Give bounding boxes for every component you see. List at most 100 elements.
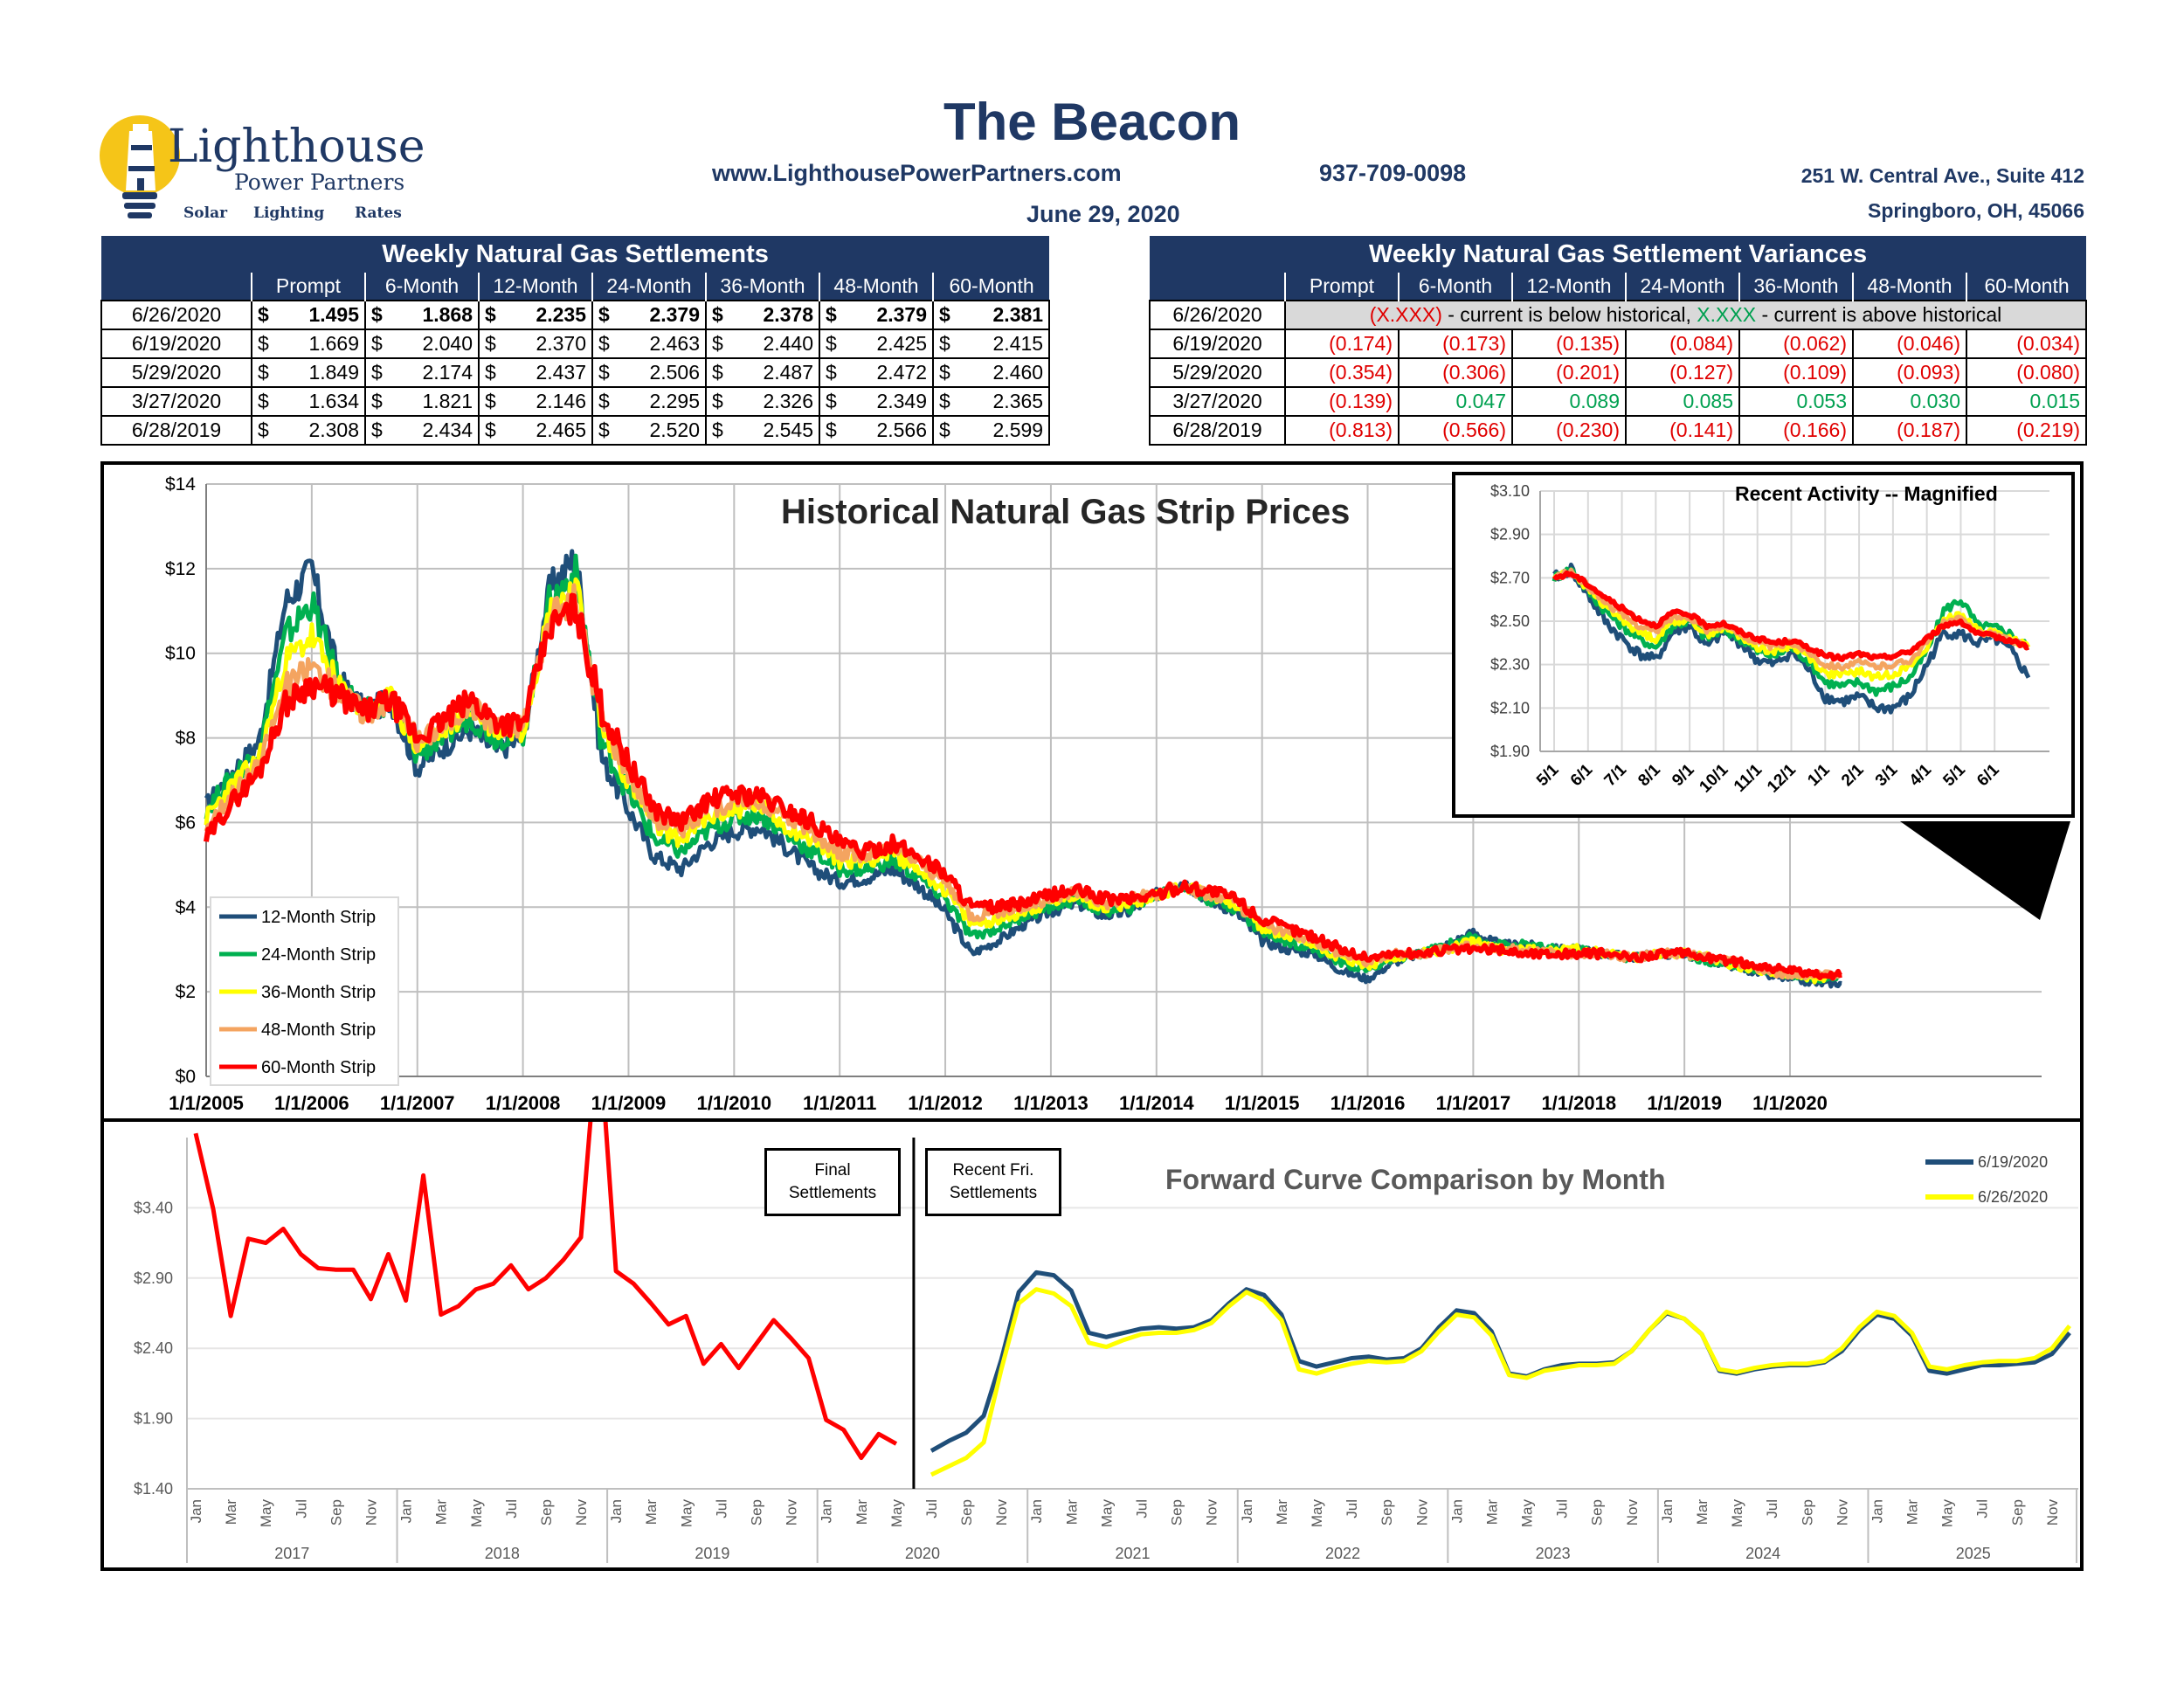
y-tick-label: $8 (176, 729, 196, 749)
settlement-cell: $1.669 (251, 329, 366, 359)
settlement-cell: $1.868 (364, 300, 480, 330)
month-label: Jul (1764, 1499, 1780, 1519)
x-tick-label: 3/1 (1872, 760, 1902, 790)
month-label: Mar (1904, 1499, 1921, 1525)
inset-series-line-60-month-strip (1552, 570, 2029, 662)
currency-symbol: $ (258, 361, 269, 384)
settlement-value: 2.520 (649, 419, 700, 441)
settlement-value: 2.463 (649, 332, 700, 355)
currency-symbol: $ (258, 332, 269, 355)
variances-col-header: 36-Month (1738, 273, 1853, 301)
x-tick-label: 1/1/2014 (1119, 1092, 1194, 1114)
row-date: 6/26/2020 (1149, 300, 1286, 330)
variances-row: 6/28/2019 (0.813) (0.566) (0.230) (0.141) (0.… (1149, 415, 2088, 446)
settlements-col-header: 6-Month (364, 273, 479, 301)
y-tick-label: $4 (176, 897, 197, 917)
x-tick-label: 1/1/2018 (1541, 1092, 1616, 1114)
row-date: 5/29/2020 (100, 357, 252, 388)
month-label: May (1309, 1499, 1325, 1528)
x-tick-label: 1/1/2006 (274, 1092, 349, 1114)
variance-value: (0.135) (1511, 329, 1627, 359)
settlements-col-header: 48-Month (819, 273, 933, 301)
currency-symbol: $ (598, 390, 610, 412)
settlements-col-header: 60-Month (931, 273, 1050, 301)
y-tick-label: $3.10 (1490, 482, 1530, 500)
currency-symbol: $ (826, 332, 837, 355)
variance-value: (0.354) (1284, 357, 1400, 388)
settlements-col-header: Prompt (251, 273, 365, 301)
month-label: Sep (749, 1499, 765, 1525)
settlement-value: 2.425 (876, 332, 927, 355)
settlement-value: 2.370 (536, 332, 586, 355)
variances-col-header: 60-Month (1965, 273, 2087, 301)
settlement-value: 2.235 (536, 303, 586, 326)
x-tick-label: 10/1 (1696, 760, 1731, 796)
settlement-cell: $2.437 (478, 357, 593, 388)
year-label: 2023 (1536, 1545, 1571, 1562)
y-tick-label: $6 (176, 813, 196, 833)
month-label: Jan (1028, 1499, 1045, 1523)
settlements-row: 6/26/2020 $1.495 $1.868 $2.235 $2.379 $2.378 $… (100, 300, 1051, 330)
forward-curve-panel: $1.40 $1.90 $2.40 $2.90 $3.40 Jan Mar May Jul Sep… (100, 1118, 2084, 1571)
month-label: Jul (293, 1499, 309, 1519)
x-tick-label: 8/1 (1635, 760, 1664, 790)
settlement-cell: $2.379 (591, 300, 707, 330)
legend-pos-sample: X.XXX (1697, 303, 1757, 326)
month-label: Jul (503, 1499, 520, 1519)
currency-symbol: $ (258, 419, 269, 441)
variance-value: (0.062) (1738, 329, 1854, 359)
y-tick-label: $2.40 (134, 1339, 173, 1357)
month-label: Jul (1554, 1499, 1571, 1519)
settlement-value: 2.566 (876, 419, 927, 441)
settlement-cell: $2.465 (478, 415, 593, 446)
month-label: Jan (608, 1499, 625, 1523)
x-tick-label: 6/1 (1567, 760, 1597, 790)
x-tick-label: 1/1/2007 (380, 1092, 455, 1114)
month-label: May (678, 1499, 695, 1528)
variance-value: (0.187) (1852, 415, 1967, 446)
currency-symbol: $ (826, 361, 837, 384)
legend-label: 36-Month Strip (261, 983, 376, 1002)
settlement-cell: $1.821 (364, 386, 480, 417)
settlements-title: Weekly Natural Gas Settlements (101, 236, 1050, 273)
x-tick-label: 9/1 (1669, 760, 1698, 790)
x-tick-label: 1/1/2015 (1225, 1092, 1300, 1114)
settlements-row: 5/29/2020 $1.849 $2.174 $2.437 $2.506 $2.487 $… (100, 357, 1051, 388)
variance-value: 0.089 (1511, 386, 1627, 417)
year-label: 2017 (274, 1545, 309, 1562)
forward-curve-chart: $1.40 $1.90 $2.40 $2.90 $3.40 Jan Mar May Jul Sep… (134, 1122, 2078, 1563)
currency-symbol: $ (371, 303, 383, 326)
settlement-cell: $2.487 (705, 357, 820, 388)
forward-series-line-6-26-2020 (930, 1287, 2071, 1477)
month-label: Nov (1413, 1499, 1430, 1526)
month-label: May (1098, 1499, 1115, 1528)
variance-value: (0.306) (1398, 357, 1513, 388)
recent-settlements-text: Recent Fri. Settlements (949, 1161, 1038, 1202)
month-label: May (468, 1499, 485, 1528)
month-label: Nov (993, 1499, 1010, 1526)
variance-value: (0.174) (1284, 329, 1400, 359)
currency-symbol: $ (485, 361, 496, 384)
currency-symbol: $ (712, 332, 723, 355)
month-label: Jul (1134, 1499, 1151, 1519)
y-tick-label: $1.40 (134, 1480, 173, 1498)
settlement-cell: $2.381 (931, 300, 1051, 330)
forward-curve-title: Forward Curve Comparison by Month (1165, 1164, 1666, 1195)
recent-settlements-label: Recent Fri. Settlements (925, 1148, 1061, 1216)
month-label: Nov (784, 1499, 800, 1526)
y-tick-label: $0 (176, 1067, 196, 1087)
settlement-value: 2.295 (649, 390, 700, 412)
variance-value: (0.219) (1965, 415, 2088, 446)
settlement-cell: $2.146 (478, 386, 593, 417)
variance-value: (0.080) (1965, 357, 2088, 388)
series-line-60-month-strip (204, 592, 1843, 981)
month-label: Sep (538, 1499, 555, 1525)
settlements-row: 3/27/2020 $1.634 $1.821 $2.146 $2.295 $2.326 $… (100, 386, 1051, 417)
currency-symbol: $ (712, 303, 723, 326)
month-label: Sep (1589, 1499, 1606, 1525)
settlement-cell: $2.174 (364, 357, 480, 388)
month-label: Jul (1974, 1499, 1991, 1519)
website-link[interactable]: www.LighthousePowerPartners.com (712, 160, 1122, 186)
currency-symbol: $ (371, 419, 383, 441)
final-settlements-label: Final Settlements (764, 1148, 901, 1216)
